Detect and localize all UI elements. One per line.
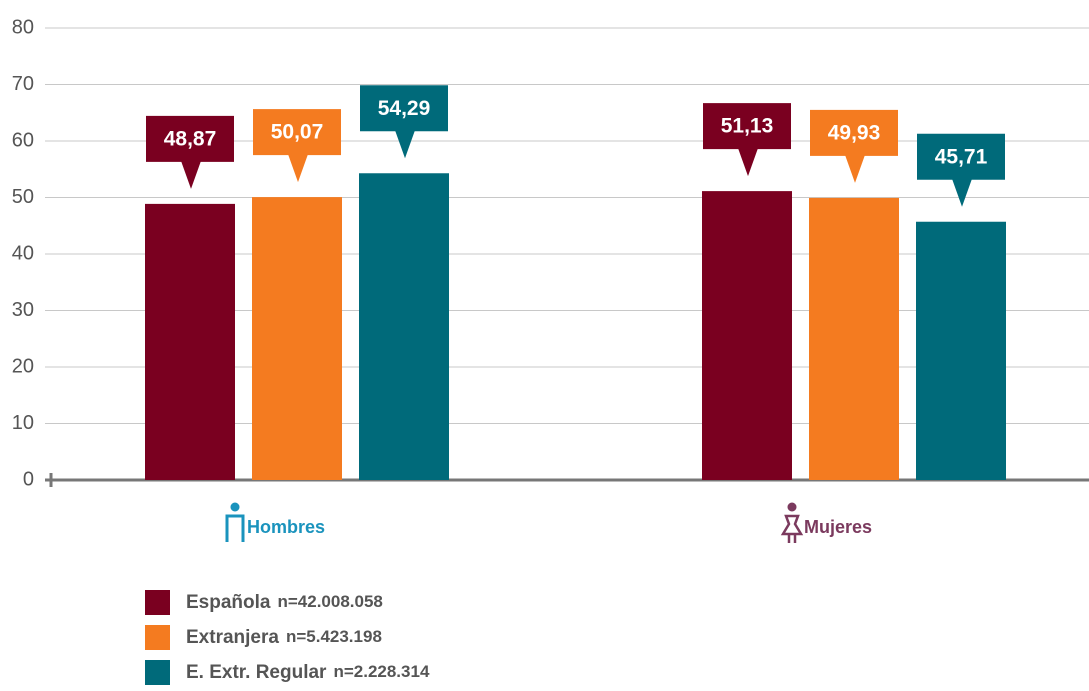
- legend-label: E. Extr. Regular n=2.228.314: [186, 662, 430, 683]
- callout-box: [360, 85, 448, 132]
- y-tick-label: 10: [12, 412, 34, 434]
- callout-pointer: [181, 160, 201, 189]
- legend-note: n=5.423.198: [286, 627, 382, 646]
- callout-box: [810, 109, 898, 156]
- bar: [809, 197, 899, 480]
- legend-swatch: [145, 660, 170, 685]
- legend-label: Extranjera n=5.423.198: [186, 627, 382, 648]
- callout-pointer: [288, 154, 308, 183]
- callout-pointer: [738, 148, 758, 177]
- value-label: 45,71: [935, 145, 988, 168]
- y-tick-label: 60: [12, 129, 34, 151]
- callout-box: [253, 109, 341, 156]
- callout-box: [917, 133, 1005, 180]
- callout-pointer: [395, 130, 415, 159]
- category-label: Mujeres: [804, 517, 872, 537]
- y-tick-label: 40: [12, 242, 34, 264]
- y-tick-label: 0: [23, 468, 34, 490]
- legend-swatch: [145, 590, 170, 615]
- callout-box: [146, 115, 234, 162]
- bar: [359, 173, 449, 480]
- bar: [252, 197, 342, 481]
- category-label: Hombres: [247, 517, 325, 537]
- y-tick-label: 30: [12, 299, 34, 321]
- value-label: 49,93: [828, 121, 881, 144]
- y-tick-label: 50: [12, 186, 34, 208]
- female-icon: [780, 514, 804, 543]
- value-label: 54,29: [378, 97, 431, 120]
- y-tick-label: 70: [12, 73, 34, 95]
- legend-note: n=42.008.058: [277, 592, 382, 611]
- y-tick-label: 20: [12, 355, 34, 377]
- y-tick-label: 80: [12, 16, 34, 38]
- legend-label: Española n=42.008.058: [186, 592, 383, 613]
- value-label: 51,13: [721, 115, 774, 138]
- callout-pointer: [952, 178, 972, 207]
- male-icon: [225, 514, 245, 542]
- legend-note: n=2.228.314: [333, 662, 429, 681]
- legend-name: Extranjera: [186, 627, 279, 648]
- legend-name: Española: [186, 592, 271, 613]
- legend-swatch: [145, 625, 170, 650]
- value-label: 48,87: [164, 127, 217, 150]
- bar: [145, 203, 235, 480]
- bar: [702, 191, 792, 481]
- value-label: 50,07: [271, 121, 324, 144]
- legend-name: E. Extr. Regular: [186, 662, 327, 683]
- callout-pointer: [845, 154, 865, 183]
- female-icon: [787, 502, 797, 512]
- callout-box: [703, 103, 791, 150]
- male-icon: [230, 502, 240, 512]
- bar: [916, 221, 1006, 480]
